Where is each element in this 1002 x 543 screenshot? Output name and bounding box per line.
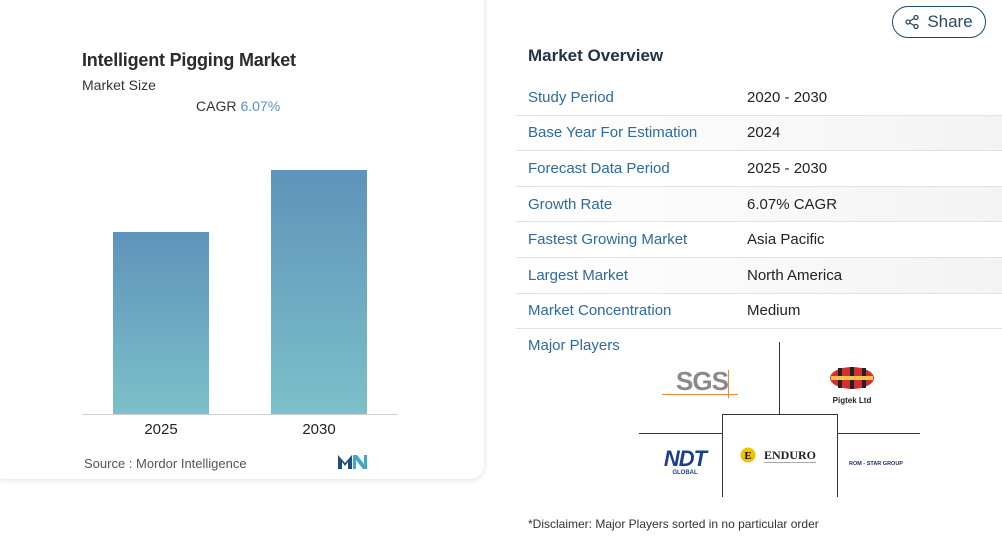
ndt-global-logo: NDT GLOBAL	[662, 448, 708, 478]
chart-baseline	[82, 414, 398, 415]
overview-label[interactable]: Base Year For Estimation	[528, 124, 698, 142]
x-tick-label: 2030	[302, 421, 336, 438]
overview-value: 2024	[747, 124, 781, 142]
chart-subtitle: Market Size	[82, 77, 156, 93]
sgs-logo: SGS	[662, 366, 738, 398]
divider	[779, 342, 780, 414]
sgs-logo-text: SGS	[676, 366, 729, 396]
overview-label[interactable]: Market Concentration	[528, 302, 672, 320]
divider	[722, 414, 723, 497]
overview-row-base-year: Base Year For Estimation 2024	[516, 115, 1002, 152]
overview-row-concentration: Market Concentration Medium	[516, 294, 1002, 330]
overview-label[interactable]: Growth Rate	[528, 195, 613, 213]
svg-text:E: E	[744, 450, 751, 462]
market-overview-table: Study Period 2020 - 2030 Base Year For E…	[516, 80, 1002, 330]
ndt-logo-text: NDT	[663, 446, 707, 471]
overview-row-fastest-growing: Fastest Growing Market Asia Pacific	[516, 222, 1002, 258]
enduro-logo-underline	[764, 462, 816, 463]
overview-row-forecast-period: Forecast Data Period 2025 - 2030	[516, 151, 1002, 187]
share-button[interactable]: Share	[892, 6, 986, 38]
major-players-title[interactable]: Major Players	[528, 337, 620, 354]
overview-value: Medium	[747, 302, 801, 320]
pigtek-logo: Pigtek Ltd	[826, 366, 878, 405]
sgs-logo-line	[662, 394, 738, 395]
enduro-emblem-icon: E	[740, 447, 756, 463]
enduro-logo-text: ENDURO	[764, 448, 817, 462]
overview-label[interactable]: Largest Market	[528, 266, 629, 284]
overview-value: Asia Pacific	[747, 231, 825, 249]
disclaimer: *Disclaimer: Major Players sorted in no …	[528, 517, 819, 531]
cagr-value: 6.07%	[240, 98, 281, 114]
chart-source: Source : Mordor Intelligence	[84, 456, 247, 471]
overview-label[interactable]: Forecast Data Period	[528, 159, 670, 177]
rom-star-logo-text: ROM - STAR GROUP	[849, 461, 903, 467]
overview-label[interactable]: Study Period	[528, 88, 614, 106]
source-label: Source :	[84, 456, 133, 471]
cagr-text: CAGR	[196, 98, 237, 114]
divider	[837, 414, 838, 497]
share-label: Share	[927, 12, 973, 31]
cagr-label: CAGR 6.07%	[196, 98, 280, 114]
mordor-intelligence-logo	[338, 455, 367, 469]
divider	[639, 433, 722, 434]
bar-2025	[113, 232, 209, 414]
enduro-logo: E ENDURO	[740, 446, 820, 468]
divider	[838, 433, 920, 434]
sgs-logo-line	[728, 370, 729, 398]
chart-title: Intelligent Pigging Market	[82, 50, 296, 70]
overview-row-study-period: Study Period 2020 - 2030	[516, 80, 1002, 116]
rom-star-logo: ROM - STAR GROUP	[849, 461, 909, 471]
x-tick-label: 2025	[144, 421, 178, 438]
divider	[722, 414, 838, 415]
source-value: Mordor Intelligence	[136, 456, 247, 471]
overview-value: North America	[747, 266, 843, 284]
overview-row-largest-market: Largest Market North America	[516, 257, 1002, 294]
overview-row-growth-rate: Growth Rate 6.07% CAGR	[516, 186, 1002, 223]
overview-label[interactable]: Fastest Growing Market	[528, 231, 688, 249]
pigtek-logo-text: Pigtek Ltd	[832, 396, 872, 405]
pigtek-pig-icon	[830, 367, 874, 389]
overview-value: 6.07% CAGR	[747, 195, 838, 213]
market-overview-title: Market Overview	[528, 46, 664, 65]
share-icon	[905, 15, 919, 29]
market-size-card	[0, 0, 484, 479]
overview-value: 2020 - 2030	[747, 88, 828, 106]
ndt-logo-subtext: GLOBAL	[672, 470, 698, 476]
overview-value: 2025 - 2030	[747, 159, 828, 177]
bar-2030	[271, 170, 367, 414]
